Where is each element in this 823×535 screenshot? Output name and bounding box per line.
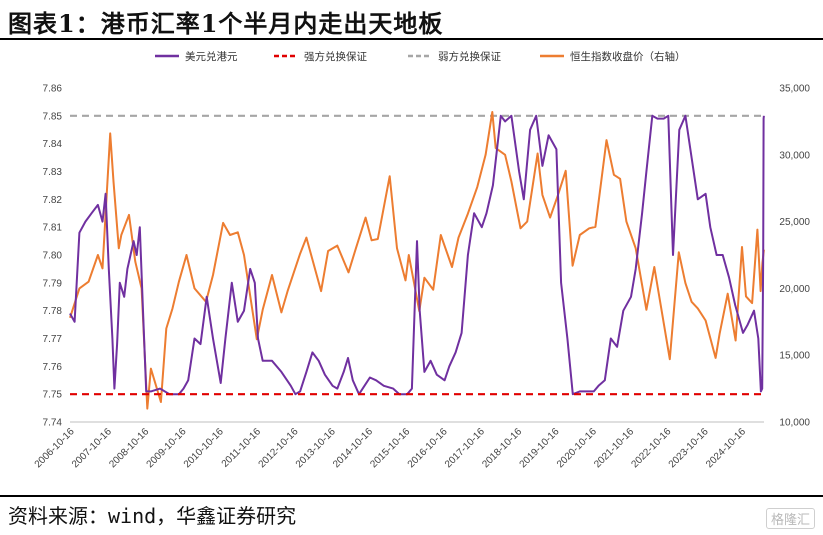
y-left-tick-label: 7.85 (43, 111, 63, 122)
y-right-tick-label: 35,000 (779, 84, 810, 95)
y-left-tick-label: 7.76 (43, 362, 63, 373)
series-line-3 (69, 111, 765, 410)
y-right-tick-label: 25,000 (779, 217, 810, 228)
y-right-tick-label: 30,000 (779, 150, 810, 161)
figure-title: 图表1：港币汇率1个半月内走出天地板 (8, 9, 444, 38)
legend-label-3: 恒生指数收盘价（右轴） (570, 50, 686, 63)
y-right-tick-label: 10,000 (779, 418, 810, 429)
watermark-logo: 格隆汇 (765, 508, 815, 529)
source-rule (0, 495, 823, 497)
plot-area (69, 111, 765, 410)
legend-label-2: 弱方兑换保证 (438, 50, 501, 63)
y-left-tick-label: 7.84 (43, 139, 63, 150)
y-left-tick-label: 7.83 (43, 167, 63, 178)
y-axis-left: 7.74 7.75 7.76 7.77 7.78 7.79 7.80 7.81 7.82 7.83… (43, 84, 63, 429)
y-left-tick-label: 7.81 (43, 223, 63, 234)
y-left-tick-label: 7.75 (43, 390, 63, 401)
x-tick-label: 2024-10-16 (704, 426, 748, 470)
series-line-0 (69, 114, 765, 396)
source-note: 资料来源：wind，华鑫证券研究 (8, 504, 297, 528)
x-tick-label: 2010-10-16 (182, 426, 226, 470)
y-left-tick-label: 7.79 (43, 278, 63, 289)
y-left-tick-label: 7.74 (43, 418, 63, 429)
title-rule (0, 38, 823, 40)
y-axis-right: 10,000 15,000 20,000 25,000 30,000 35,000 (779, 84, 810, 429)
y-left-tick-label: 7.80 (43, 251, 63, 262)
x-axis: 2006-10-162007-10-162008-10-162009-10-16… (33, 421, 764, 470)
legend-label-1: 强方兑换保证 (304, 50, 367, 63)
y-right-tick-label: 20,000 (779, 284, 810, 295)
y-left-tick-label: 7.86 (43, 84, 63, 95)
y-left-tick-label: 7.77 (43, 334, 63, 345)
y-left-tick-label: 7.78 (43, 306, 63, 317)
y-left-tick-label: 7.82 (43, 195, 63, 206)
chart-legend: 美元兑港元 强方兑换保证 弱方兑换保证 恒生指数收盘价（右轴） (155, 50, 686, 63)
y-right-tick-label: 15,000 (779, 351, 810, 362)
legend-label-0: 美元兑港元 (185, 50, 238, 63)
